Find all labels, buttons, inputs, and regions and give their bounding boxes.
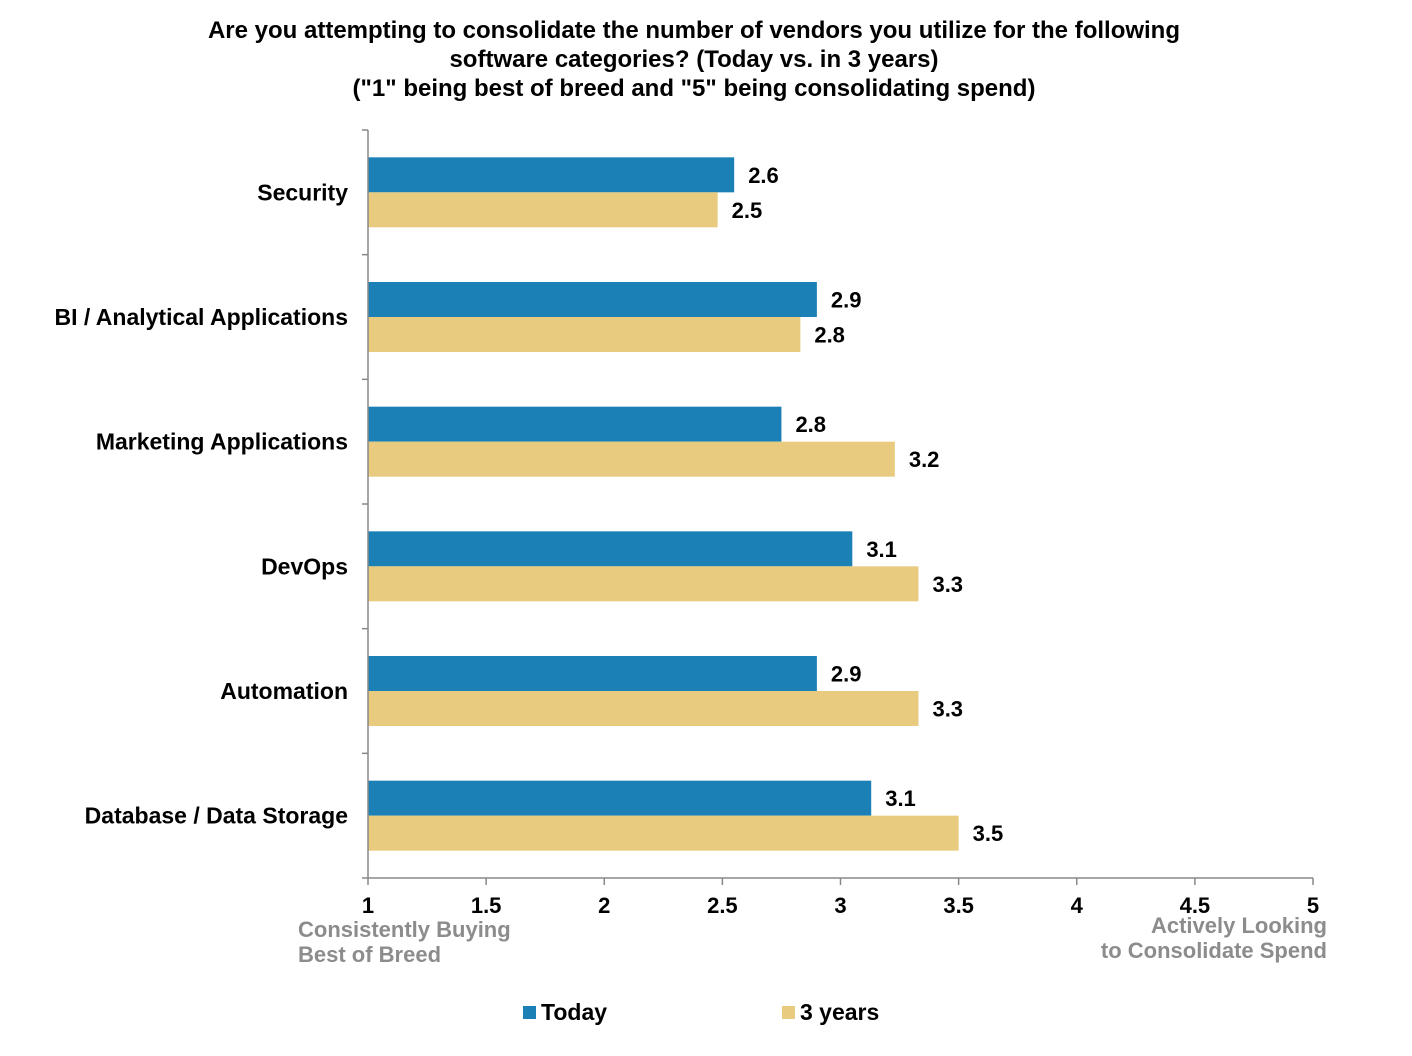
data-label-automation-3-years: 3.3 — [932, 697, 963, 722]
data-label-bi-analytical-applications-today: 2.9 — [831, 288, 862, 313]
bar-automation-today — [368, 656, 817, 691]
bar-automation-3-years — [368, 691, 919, 726]
axis-anchor-left: Consistently Buying Best of Breed — [298, 917, 511, 967]
bar-bi-analytical-applications-today — [368, 282, 817, 317]
axis-anchor-right: Actively Looking to Consolidate Spend — [1101, 913, 1327, 963]
data-label-bi-analytical-applications-3-years: 2.8 — [814, 323, 845, 348]
bar-database-data-storage-today — [368, 780, 872, 816]
x-tick-label-2-5: 2.5 — [707, 893, 738, 918]
bar-bi-analytical-applications-3-years — [368, 317, 801, 352]
category-label-automation: Automation — [220, 678, 348, 704]
bar-marketing-applications-today — [368, 406, 782, 442]
category-label-database-data-storage: Database / Data Storage — [85, 803, 348, 829]
chart-title: Are you attempting to consolidate the nu… — [0, 16, 1388, 103]
x-tick-label-3: 3 — [834, 893, 846, 918]
bar-database-data-storage-3-years — [368, 815, 959, 851]
x-tick-label-1: 1 — [362, 893, 374, 918]
data-label-database-data-storage-3-years: 3.5 — [973, 821, 1004, 846]
chart-title-line-2: software categories? (Today vs. in 3 yea… — [449, 46, 939, 73]
bar-marketing-applications-3-years — [368, 441, 895, 477]
legend: Today 3 years — [0, 999, 1412, 1029]
data-label-database-data-storage-today: 3.1 — [885, 786, 916, 811]
data-label-devops-today: 3.1 — [866, 537, 897, 562]
data-label-devops-3-years: 3.3 — [932, 572, 963, 597]
legend-item-3-years: 3 years — [782, 999, 879, 1026]
data-label-marketing-applications-today: 2.8 — [795, 412, 826, 437]
category-label-devops: DevOps — [261, 553, 348, 579]
x-tick-label-1-5: 1.5 — [471, 893, 502, 918]
axis-anchor-left-line-2: Best of Breed — [298, 942, 442, 967]
data-label-marketing-applications-3-years: 3.2 — [909, 447, 940, 472]
legend-label-today: Today — [541, 999, 608, 1025]
axis-anchor-left-line-1: Consistently Buying — [298, 917, 511, 942]
axis-anchor-right-line-1: Actively Looking — [1150, 913, 1327, 938]
x-tick-label-2: 2 — [598, 893, 610, 918]
chart-title-line-1: Are you attempting to consolidate the nu… — [207, 17, 1181, 44]
category-label-bi-analytical-applications: BI / Analytical Applications — [54, 304, 348, 330]
category-label-marketing-applications: Marketing Applications — [96, 429, 348, 455]
legend-swatch-3-years — [782, 1006, 795, 1019]
legend-swatch-today — [523, 1006, 536, 1019]
bar-devops-3-years — [368, 566, 919, 602]
bar-security-3-years — [368, 192, 718, 228]
data-label-security-3-years: 2.5 — [732, 198, 763, 223]
chart-title-line-3: ("1" being best of breed and "5" being c… — [352, 75, 1036, 102]
bar-devops-today — [368, 531, 853, 567]
data-label-security-today: 2.6 — [748, 163, 779, 188]
x-tick-label-3-5: 3.5 — [943, 893, 974, 918]
category-label-security: Security — [257, 179, 348, 205]
x-tick-label-5: 5 — [1307, 893, 1319, 918]
x-tick-label-4: 4 — [1071, 893, 1084, 918]
data-label-automation-today: 2.9 — [831, 662, 862, 687]
bar-security-today — [368, 157, 735, 193]
legend-label-3-years: 3 years — [800, 999, 880, 1025]
legend-item-today: Today — [523, 999, 607, 1026]
x-tick-label-4-5: 4.5 — [1180, 893, 1211, 918]
axis-anchor-right-line-2: to Consolidate Spend — [1100, 938, 1327, 963]
